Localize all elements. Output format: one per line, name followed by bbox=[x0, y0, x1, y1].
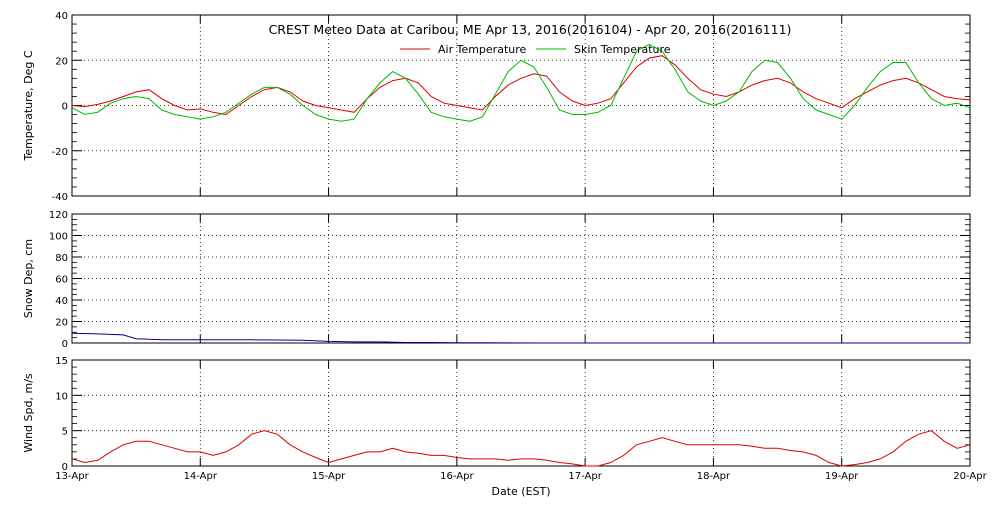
panel-2-ytick-label: 120 bbox=[49, 210, 68, 221]
panel-1-ytick-label: 40 bbox=[55, 11, 68, 22]
xtick-label: 16-Apr bbox=[440, 471, 474, 482]
panel-2-ytick-label: 100 bbox=[49, 232, 68, 243]
panel-3-series-1-line bbox=[71, 430, 971, 467]
xtick-label: 19-Apr bbox=[825, 471, 859, 482]
panel-2-ytick-label: 0 bbox=[62, 339, 68, 350]
xtick-label: 18-Apr bbox=[697, 471, 731, 482]
xtick-label: 15-Apr bbox=[312, 471, 346, 482]
panel-1-ytick-label: 20 bbox=[55, 56, 68, 67]
panel-3-ytick-label: 5 bbox=[62, 427, 68, 438]
chart-title: CREST Meteo Data at Caribou, ME Apr 13, … bbox=[269, 22, 792, 37]
panel-2-ytick-label: 80 bbox=[55, 253, 68, 264]
panel-1-series-2-line bbox=[71, 43, 971, 122]
xtick-label: 13-Apr bbox=[55, 471, 89, 482]
panel-3-ylabel: Wind Spd, m/s bbox=[22, 373, 35, 453]
panel-3-frame bbox=[71, 359, 971, 467]
panel-2-series-1-line bbox=[71, 332, 970, 344]
panel-1-ylabel: Temperature, Deg C bbox=[22, 50, 35, 161]
panel-1-ytick-label: 0 bbox=[62, 102, 68, 113]
xtick-label: 14-Apr bbox=[184, 471, 218, 482]
xtick-label: 20-Apr bbox=[953, 471, 987, 482]
panel-1-ytick-label: -20 bbox=[52, 147, 68, 158]
xtick-label: 17-Apr bbox=[568, 471, 602, 482]
legend-label-1: Air Temperature bbox=[438, 43, 527, 56]
panel-1-ytick-label: -40 bbox=[52, 192, 68, 203]
legend-label-2: Skin Temperature bbox=[574, 43, 671, 56]
panel-3-ytick-label: 15 bbox=[55, 356, 68, 367]
panel-3-ytick-label: 0 bbox=[62, 462, 68, 473]
panel-3-ytick-label: 10 bbox=[55, 391, 68, 402]
panel-2-ylabel: Snow Dep, cm bbox=[22, 239, 35, 318]
panel-2-ytick-label: 60 bbox=[55, 275, 68, 286]
panel-2-ytick-label: 20 bbox=[55, 318, 68, 329]
x-axis-title: Date (EST) bbox=[491, 485, 550, 498]
panel-2-ytick-label: 40 bbox=[55, 296, 68, 307]
